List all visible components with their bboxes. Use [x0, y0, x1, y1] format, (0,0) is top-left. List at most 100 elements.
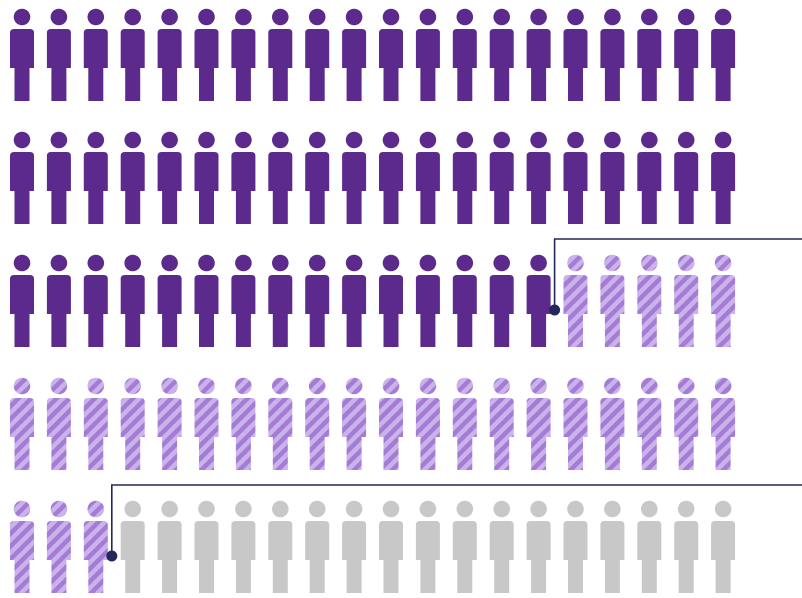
person-head	[567, 131, 584, 149]
person-head	[567, 8, 584, 26]
person-icon-solid	[415, 8, 440, 101]
person-icon-solid	[342, 131, 367, 224]
person-body	[563, 29, 588, 101]
person-body	[526, 398, 551, 470]
person-icon-solid	[379, 8, 403, 101]
person-icon-solid	[342, 8, 367, 101]
person-head	[161, 8, 178, 26]
person-head	[714, 500, 732, 518]
person-body	[10, 152, 34, 224]
person-head	[456, 377, 474, 395]
person-icon-gray	[711, 500, 736, 593]
person-body	[600, 29, 625, 101]
person-head	[345, 254, 363, 272]
person-head	[13, 377, 31, 395]
person-head	[87, 131, 105, 149]
person-body	[157, 398, 182, 470]
person-body	[46, 275, 71, 347]
person-head	[161, 131, 178, 149]
person-icon-solid	[46, 254, 71, 347]
person-body	[342, 398, 367, 470]
person-head	[567, 254, 584, 272]
person-body	[489, 152, 514, 224]
person-body	[711, 275, 736, 347]
person-body	[711, 29, 736, 101]
person-body	[674, 152, 699, 224]
person-body	[342, 275, 367, 347]
person-icon-gray	[415, 500, 440, 593]
person-body	[157, 521, 182, 593]
callout-dot-2	[106, 550, 118, 562]
person-body	[711, 152, 736, 224]
person-body	[379, 152, 403, 224]
person-body	[674, 398, 699, 470]
person-body	[379, 521, 403, 593]
callout-dot-1	[549, 304, 561, 316]
person-icon-solid	[268, 8, 293, 101]
person-body	[674, 275, 699, 347]
person-head	[308, 8, 326, 26]
person-body	[379, 275, 403, 347]
person-icon-solid	[231, 131, 256, 224]
person-icon-solid	[120, 254, 145, 347]
person-icon-solid	[489, 8, 514, 101]
person-icon-striped	[711, 377, 736, 470]
person-icon-solid	[563, 8, 588, 101]
person-head	[604, 500, 621, 518]
person-icon-gray	[120, 500, 145, 593]
person-icon-solid	[268, 131, 293, 224]
person-head	[419, 131, 437, 149]
person-body	[46, 521, 71, 593]
person-body	[600, 398, 625, 470]
person-head	[272, 254, 289, 272]
person-head	[124, 500, 141, 518]
person-body	[83, 398, 108, 470]
person-body	[10, 398, 34, 470]
person-body	[83, 29, 108, 101]
person-head	[493, 131, 511, 149]
person-icon-striped	[526, 377, 551, 470]
person-icon-gray	[194, 500, 219, 593]
person-body	[231, 152, 256, 224]
person-head	[714, 254, 732, 272]
person-head	[419, 254, 437, 272]
person-head	[604, 131, 621, 149]
person-icon-striped	[194, 377, 219, 470]
person-icon-striped	[674, 254, 699, 347]
person-body	[526, 152, 551, 224]
person-body	[10, 29, 34, 101]
person-head	[714, 377, 732, 395]
person-head	[87, 377, 105, 395]
person-icon-solid	[600, 131, 625, 224]
person-body	[674, 521, 699, 593]
person-head	[419, 500, 437, 518]
person-body	[268, 521, 293, 593]
person-icon-striped	[268, 377, 293, 470]
person-head	[13, 131, 31, 149]
person-head	[235, 500, 252, 518]
callout-line-1	[553, 238, 802, 310]
person-body	[415, 398, 440, 470]
person-head	[493, 8, 511, 26]
person-icon-solid	[46, 8, 71, 101]
person-head	[382, 254, 400, 272]
person-head	[124, 254, 141, 272]
person-head	[714, 131, 732, 149]
person-head	[235, 254, 252, 272]
person-icon-striped	[379, 377, 403, 470]
person-body	[231, 521, 256, 593]
person-body	[120, 275, 145, 347]
person-icon-striped	[489, 377, 514, 470]
person-head	[198, 377, 215, 395]
person-body	[452, 152, 477, 224]
person-body	[46, 152, 71, 224]
person-icon-striped	[120, 377, 145, 470]
person-body	[10, 275, 34, 347]
person-head	[13, 8, 31, 26]
person-body	[489, 521, 514, 593]
person-icon-solid	[194, 8, 219, 101]
person-icon-solid	[637, 131, 662, 224]
person-icon-striped	[452, 377, 477, 470]
person-head	[530, 500, 547, 518]
person-body	[637, 29, 662, 101]
